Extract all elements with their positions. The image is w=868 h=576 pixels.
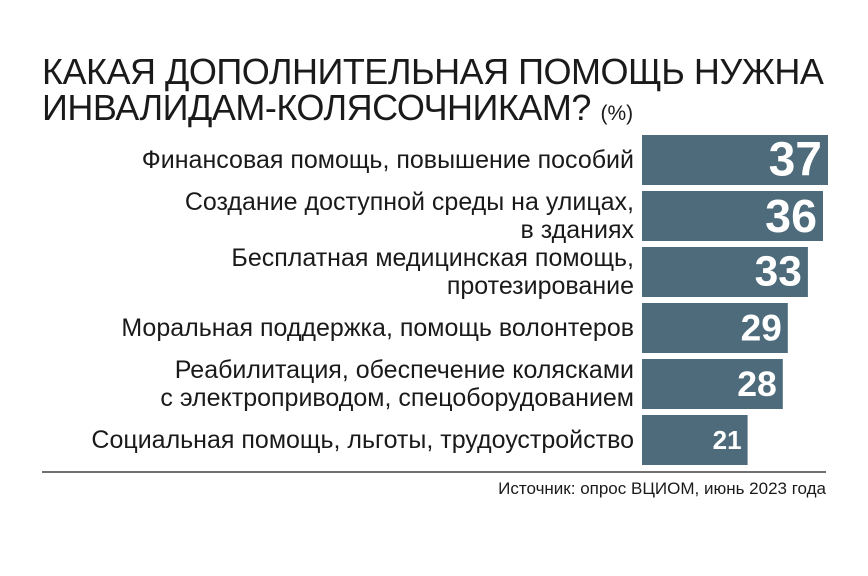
source-note: Источник: опрос ВЦИОМ, июнь 2023 года bbox=[498, 479, 826, 498]
bar-4 bbox=[642, 303, 788, 353]
data-label-3: 33 bbox=[755, 249, 802, 296]
data-label-4: 29 bbox=[741, 308, 782, 349]
bar-3 bbox=[642, 247, 808, 297]
chart-unit-label: (%) bbox=[600, 102, 634, 125]
bar-5 bbox=[642, 359, 783, 409]
bar-1 bbox=[642, 135, 828, 185]
data-label-5: 28 bbox=[737, 364, 777, 404]
category-label-2: Создание доступной среды на улицах, в зда… bbox=[185, 188, 635, 244]
chart-title-line-1: КАКАЯ ДОПОЛНИТЕЛЬНАЯ ПОМОЩЬ НУЖНА bbox=[42, 51, 824, 92]
bar-6 bbox=[642, 415, 748, 465]
category-label-3: Бесплатная медицинская помощь, протезиров… bbox=[231, 244, 634, 300]
data-label-1: 37 bbox=[769, 134, 822, 187]
data-label-2: 36 bbox=[765, 190, 817, 242]
category-label-4: Моральная поддержка, помощь волонтеров bbox=[121, 314, 634, 342]
chart-title: КАКАЯ ДОПОЛНИТЕЛЬНАЯ ПОМОЩЬ НУЖНА ИНВАЛИ… bbox=[42, 54, 842, 132]
chart-title-line-2-text: ИНВАЛИДАМ-КОЛЯСОЧНИКАМ? bbox=[42, 87, 591, 128]
category-label-1: Финансовая помощь, повышение пособий bbox=[142, 146, 634, 174]
bar-2 bbox=[642, 191, 823, 241]
category-label-6: Социальная помощь, льготы, трудоустройст… bbox=[91, 426, 634, 454]
category-label-5: Реабилитация, обеспечение колясками с эле… bbox=[160, 356, 634, 412]
data-label-6: 21 bbox=[713, 425, 742, 455]
chart-title-line-2: ИНВАЛИДАМ-КОЛЯСОЧНИКАМ? (%) bbox=[42, 90, 842, 132]
